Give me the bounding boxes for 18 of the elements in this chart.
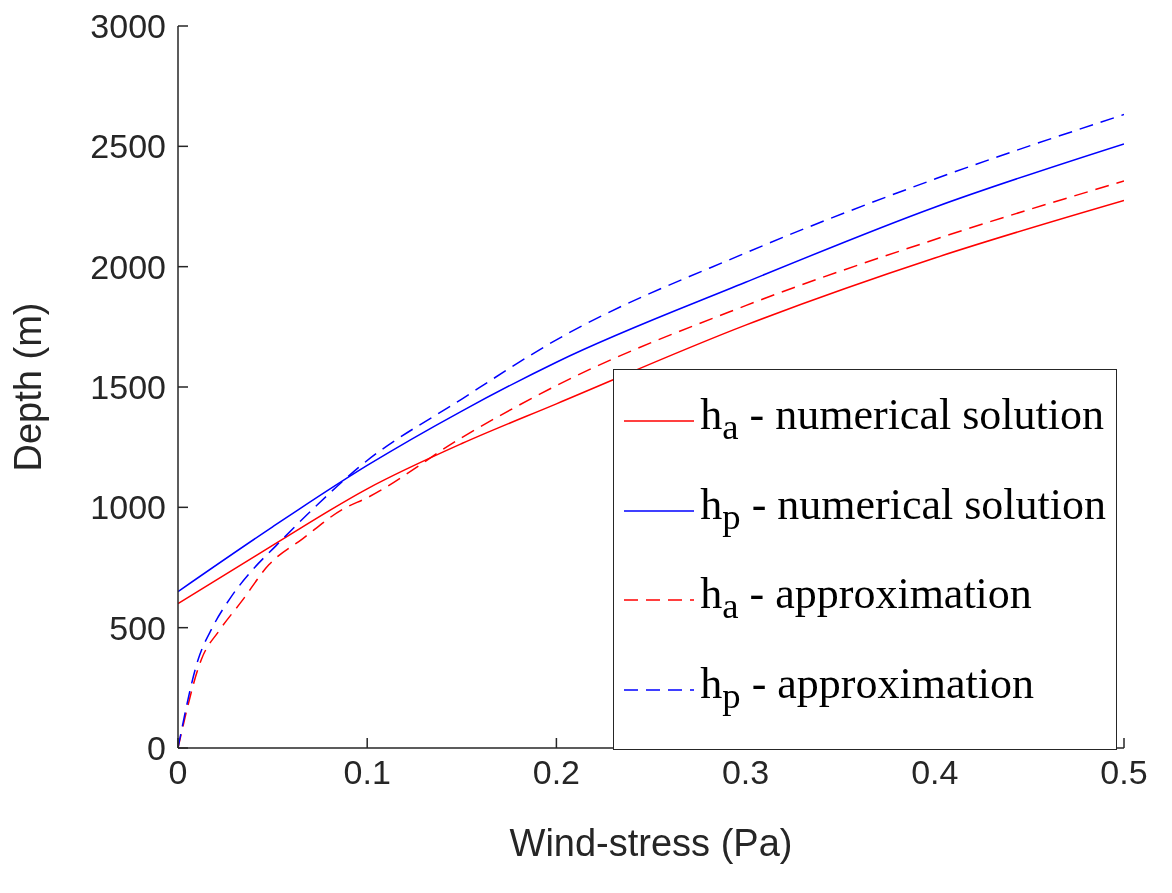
- legend-label: h$_{p}$ - approximation: [700, 658, 1034, 718]
- y-tick-label: 0: [147, 729, 166, 768]
- y-tick-label: 500: [109, 608, 166, 647]
- x-tick-label: 0.1: [343, 753, 391, 792]
- y-tick-label: 1500: [90, 368, 166, 407]
- legend-label: h$_{a}$ - numerical solution: [700, 388, 1104, 449]
- y-axis-title: Depth (m): [7, 302, 50, 472]
- x-axis-title: Wind-stress (Pa): [509, 822, 793, 864]
- y-tick-label: 2000: [90, 247, 166, 286]
- legend-label: h$_{p}$ - numerical solution: [700, 478, 1106, 539]
- legend-label: h$_{a}$ - approximation: [700, 568, 1032, 629]
- x-tick-label: 0.3: [721, 753, 770, 792]
- y-tick-label: 3000: [90, 7, 166, 46]
- y-tick-label: 2500: [90, 127, 166, 166]
- x-tick-label: 0.4: [911, 753, 959, 792]
- x-tick-label: 0.5: [1100, 753, 1148, 792]
- y-tick-label: 1000: [90, 488, 166, 527]
- x-tick-label: 0.2: [532, 753, 581, 792]
